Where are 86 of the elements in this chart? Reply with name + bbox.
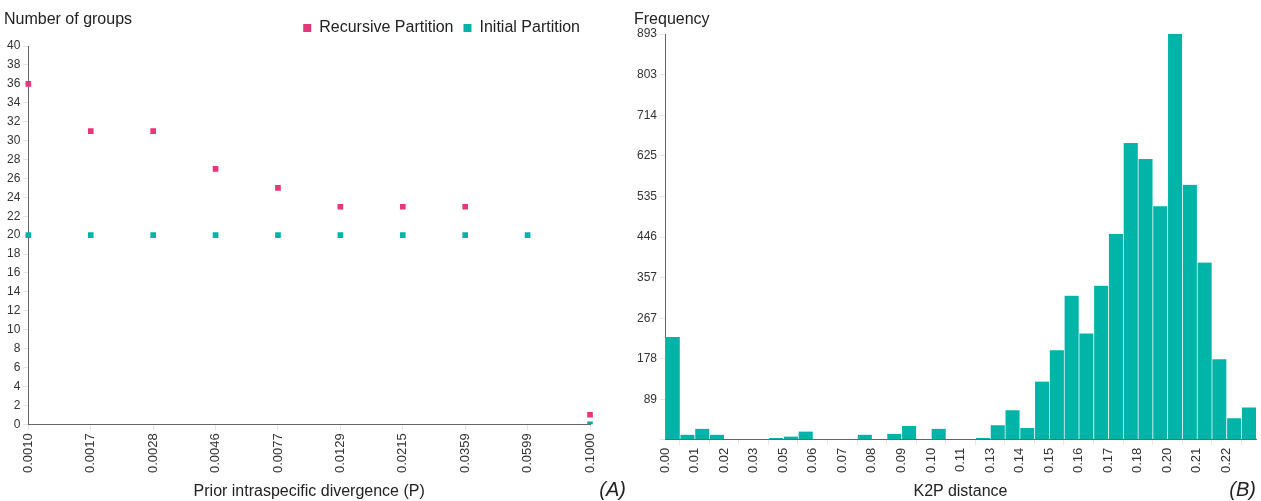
- x-tick-label: 0.14: [1011, 447, 1027, 474]
- point: [587, 411, 593, 418]
- point: [337, 232, 344, 238]
- point: [337, 203, 344, 210]
- point: [212, 232, 219, 238]
- y-axis-title: Frequency: [634, 10, 710, 27]
- point: [212, 166, 219, 172]
- legend-label: Initial Partition: [479, 18, 581, 36]
- point: [462, 232, 469, 238]
- x-tick-label: 0.0599: [519, 433, 535, 473]
- y-tick-label: 18: [6, 246, 21, 261]
- x-tick-label: 0.0215: [394, 433, 410, 473]
- x-tick-label: 0.00: [656, 447, 672, 474]
- y-tick-label: 20: [6, 227, 21, 242]
- x-tick-label: 0.0017: [82, 433, 98, 473]
- x-tick-label: 0.16: [1070, 447, 1086, 474]
- point: [524, 232, 531, 238]
- y-tick-label: 803: [636, 67, 658, 82]
- point: [150, 232, 156, 238]
- point: [399, 203, 406, 210]
- y-tick-label: 178: [636, 351, 658, 366]
- x-tick-label: 0.0129: [331, 433, 347, 473]
- point: [275, 232, 281, 238]
- x-tick-label: 0.02: [715, 447, 731, 474]
- x-tick-label: 0.10: [922, 447, 938, 474]
- x-tick-label: 0.17: [1099, 447, 1115, 474]
- x-tick-label: 0.11: [952, 447, 968, 473]
- point: [275, 185, 281, 191]
- y-tick-label: 89: [643, 391, 658, 406]
- x-tick-label: 0.0028: [144, 433, 160, 473]
- y-tick-label: 446: [636, 229, 658, 244]
- x-axis-title: K2P distance: [913, 482, 1008, 499]
- x-tick-label: 0.20: [1158, 447, 1174, 474]
- y-tick-label: 535: [636, 188, 658, 203]
- x-tick-label: 0.06: [804, 447, 820, 474]
- x-tick-label: 0.0077: [269, 433, 285, 473]
- y-tick-label: 40: [6, 38, 21, 53]
- point: [150, 128, 156, 134]
- point: [87, 128, 94, 134]
- x-tick-label: 0.0046: [207, 433, 223, 473]
- x-axis-title: Prior intraspecific divergence (P): [193, 482, 425, 499]
- y-tick-label: 2: [13, 397, 21, 412]
- y-tick-label: 267: [636, 310, 658, 325]
- text: (B): [1229, 478, 1256, 500]
- x-tick-label: 0.0359: [456, 433, 472, 473]
- y-tick-label: 34: [6, 95, 21, 110]
- x-tick-label: 0.07: [833, 447, 849, 474]
- point: [462, 203, 469, 210]
- x-tick-label: 0.22: [1218, 447, 1234, 474]
- legend-label: Recursive Partition: [319, 18, 454, 36]
- y-tick-label: 893: [636, 26, 658, 41]
- y-tick-label: 30: [6, 132, 21, 147]
- x-tick-label: 0.18: [1129, 447, 1145, 474]
- point: [587, 421, 593, 425]
- y-tick-label: 6: [13, 359, 21, 374]
- y-tick-label: 16: [6, 265, 21, 280]
- y-tick-label: 36: [6, 76, 21, 91]
- y-axis-title: Number of groups: [4, 10, 133, 27]
- x-tick-label: 0.08: [863, 447, 879, 474]
- x-tick-label: 0.21: [1188, 447, 1204, 474]
- y-tick-label: 38: [6, 57, 21, 72]
- text: (A): [599, 478, 626, 500]
- x-tick-label: 0.13: [981, 447, 997, 474]
- point: [399, 232, 406, 238]
- x-tick-label: 0.0010: [19, 433, 35, 473]
- y-tick-label: 8: [13, 340, 21, 355]
- x-tick-label: 0.03: [745, 447, 761, 474]
- y-tick-label: 10: [6, 321, 21, 336]
- y-tick-label: 22: [6, 208, 21, 223]
- y-tick-label: 357: [636, 269, 658, 284]
- y-tick-label: 32: [6, 113, 21, 128]
- point: [87, 232, 94, 238]
- y-tick-label: 625: [636, 148, 658, 163]
- y-tick-label: 12: [6, 303, 21, 318]
- y-tick-label: 28: [6, 151, 21, 166]
- y-tick-label: 14: [6, 284, 21, 299]
- y-tick-label: 714: [636, 107, 658, 122]
- y-tick-label: 4: [13, 378, 21, 393]
- x-tick-label: 0.09: [892, 447, 908, 474]
- y-tick-label: 26: [6, 170, 21, 185]
- y-tick-label: 0: [13, 416, 21, 431]
- x-tick-label: 0.05: [774, 447, 790, 474]
- x-tick-label: 0.1000: [581, 433, 597, 473]
- x-tick-label: 0.15: [1040, 447, 1056, 474]
- y-tick-label: 24: [6, 189, 21, 204]
- x-tick-label: 0.01: [686, 447, 702, 474]
